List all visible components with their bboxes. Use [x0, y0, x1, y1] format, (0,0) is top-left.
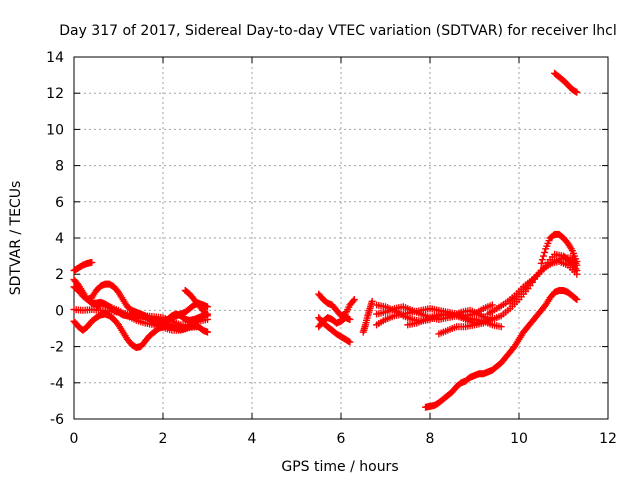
data-point — [195, 323, 203, 331]
y-tick-label: -6 — [50, 412, 64, 428]
x-tick-label: 8 — [426, 431, 435, 447]
y-tick-label: -4 — [50, 376, 64, 392]
data-points — [70, 69, 581, 411]
data-point — [537, 259, 545, 267]
data-point — [539, 252, 547, 260]
data-point — [573, 270, 581, 278]
series-s11 — [359, 297, 376, 336]
x-axis-label: GPS time / hours — [281, 459, 398, 475]
series-s18 — [506, 254, 581, 307]
data-point — [350, 296, 358, 304]
y-tick-label: 8 — [55, 159, 64, 175]
series-s8 — [315, 290, 358, 320]
data-point — [572, 295, 580, 303]
chart-title: Day 317 of 2017, Sidereal Day-to-day VTE… — [59, 23, 617, 39]
data-point — [88, 258, 96, 266]
data-point — [538, 256, 546, 264]
data-point — [573, 296, 581, 304]
y-tick-label: 14 — [46, 50, 64, 66]
data-point — [346, 338, 354, 346]
x-axis-ticks: 0 2 4 6 8 10 12 — [70, 57, 617, 447]
data-point — [346, 315, 354, 323]
y-axis-label: SDTVAR / TECUs — [8, 181, 24, 296]
data-point — [573, 88, 581, 96]
y-axis-ticks: -6 -4 -2 0 2 4 6 8 10 12 14 — [46, 50, 608, 428]
y-tick-label: 4 — [55, 231, 64, 247]
grid-lines — [74, 57, 608, 419]
data-point — [497, 323, 505, 331]
series-s19 — [537, 230, 581, 267]
data-point — [349, 297, 357, 305]
data-point — [368, 297, 376, 305]
data-point — [202, 310, 210, 318]
series-s10 — [315, 314, 354, 331]
series-s15 — [404, 306, 492, 329]
series-s9 — [315, 314, 354, 346]
x-tick-label: 0 — [70, 431, 79, 447]
x-tick-label: 4 — [248, 431, 257, 447]
series-s20 — [422, 286, 581, 411]
series-s1 — [70, 258, 96, 275]
series-s7 — [181, 286, 211, 320]
series-s17 — [484, 258, 581, 318]
data-point — [204, 312, 211, 320]
series-s6 — [92, 301, 203, 334]
series-s21 — [551, 69, 581, 96]
y-tick-label: 0 — [55, 303, 64, 319]
y-tick-label: 2 — [55, 267, 64, 283]
data-point — [541, 248, 549, 256]
y-tick-label: 6 — [55, 195, 64, 211]
x-tick-label: 2 — [159, 431, 168, 447]
y-tick-label: -2 — [50, 340, 64, 356]
x-tick-label: 6 — [337, 431, 346, 447]
data-point — [573, 258, 581, 266]
x-tick-label: 10 — [510, 431, 528, 447]
data-point — [488, 301, 496, 309]
x-tick-label: 12 — [599, 431, 617, 447]
data-point — [204, 303, 211, 311]
y-tick-label: 12 — [46, 86, 64, 102]
data-point — [204, 328, 211, 336]
y-tick-label: 10 — [46, 122, 64, 138]
